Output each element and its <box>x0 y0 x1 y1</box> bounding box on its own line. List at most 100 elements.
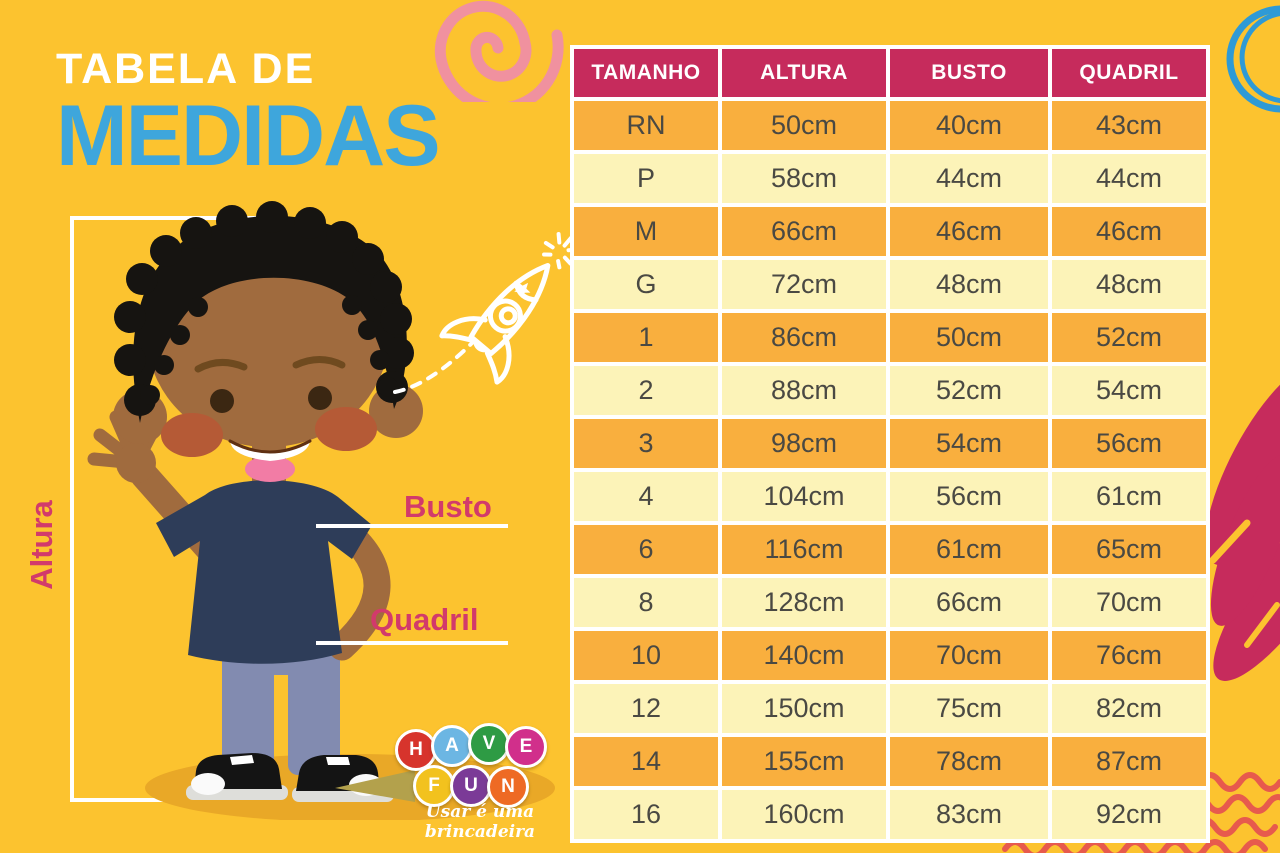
measurement-cell: 92cm <box>1052 790 1206 839</box>
size-cell: G <box>574 260 718 309</box>
blue-scribble-icon <box>1226 5 1280 113</box>
table-row: RN 50cm 40cm 43cm <box>574 101 1206 150</box>
sneaker-left <box>186 753 288 800</box>
measurement-cell: 50cm <box>722 101 886 150</box>
column-header: BUSTO <box>890 49 1048 97</box>
table-row: M 66cm 46cm 46cm <box>574 207 1206 256</box>
logo-letter: H <box>395 729 437 771</box>
measurement-cell: 56cm <box>1052 419 1206 468</box>
t-shirt <box>156 480 372 664</box>
measurement-cell: 44cm <box>890 154 1048 203</box>
table-header-row: TAMANHO ALTURA BUSTO QUADRIL <box>574 49 1206 97</box>
measurement-cell: 58cm <box>722 154 886 203</box>
size-cell: 16 <box>574 790 718 839</box>
rocket-trail-icon <box>393 340 475 394</box>
column-header: TAMANHO <box>574 49 718 97</box>
measurement-cell: 46cm <box>1052 207 1206 256</box>
size-cell: 4 <box>574 472 718 521</box>
busto-label: Busto <box>404 489 492 524</box>
measurement-cell: 70cm <box>890 631 1048 680</box>
size-cell: 12 <box>574 684 718 733</box>
measure-bracket-top <box>70 216 256 220</box>
measurement-cell: 46cm <box>890 207 1048 256</box>
size-cell: 8 <box>574 578 718 627</box>
measurement-cell: 61cm <box>1052 472 1206 521</box>
logo-letter: N <box>487 766 529 808</box>
size-cell: P <box>574 154 718 203</box>
size-cell: 1 <box>574 313 718 362</box>
measurement-cell: 52cm <box>1052 313 1206 362</box>
measurement-cell: 83cm <box>890 790 1048 839</box>
sneaker-right <box>292 755 394 802</box>
logo-tagline: Usar é uma brincadeira <box>424 802 536 842</box>
logo-letter: E <box>505 726 547 768</box>
size-cell: 3 <box>574 419 718 468</box>
curly-hair <box>114 201 414 423</box>
table-row: P 58cm 44cm 44cm <box>574 154 1206 203</box>
table-row: 12 150cm 75cm 82cm <box>574 684 1206 733</box>
measurement-cell: 52cm <box>890 366 1048 415</box>
measurement-cell: 104cm <box>722 472 886 521</box>
title-line-1: TABELA DE <box>56 45 316 93</box>
logo-letter: V <box>468 723 510 765</box>
measurement-cell: 78cm <box>890 737 1048 786</box>
measurement-cell: 54cm <box>1052 366 1206 415</box>
waving-hand <box>87 404 227 567</box>
size-cell: 6 <box>574 525 718 574</box>
size-table: TAMANHO ALTURA BUSTO QUADRIL RN 50cm 40cm 43cm… <box>570 45 1210 843</box>
measurement-cell: 72cm <box>722 260 886 309</box>
logo-letter: U <box>450 765 492 807</box>
measurement-cell: 76cm <box>1052 631 1206 680</box>
measurement-cell: 54cm <box>890 419 1048 468</box>
measurement-cell: 50cm <box>890 313 1048 362</box>
table-row: G 72cm 48cm 48cm <box>574 260 1206 309</box>
measurement-cell: 66cm <box>890 578 1048 627</box>
measurement-cell: 43cm <box>1052 101 1206 150</box>
face <box>161 356 377 482</box>
measurement-cell: 88cm <box>722 366 886 415</box>
size-cell: M <box>574 207 718 256</box>
rocket-doodle-icon <box>439 232 579 385</box>
altura-label: Altura <box>24 500 59 590</box>
column-header: ALTURA <box>722 49 886 97</box>
measurement-cell: 56cm <box>890 472 1048 521</box>
measurement-cell: 75cm <box>890 684 1048 733</box>
measurement-cell: 87cm <box>1052 737 1206 786</box>
column-header: QUADRIL <box>1052 49 1206 97</box>
quadril-label: Quadril <box>370 602 479 637</box>
table-row: 10 140cm 70cm 76cm <box>574 631 1206 680</box>
measurement-cell: 66cm <box>722 207 886 256</box>
logo-letter: A <box>431 725 473 767</box>
measurement-cell: 160cm <box>722 790 886 839</box>
size-cell: RN <box>574 101 718 150</box>
measurement-cell: 98cm <box>722 419 886 468</box>
table-row: 14 155cm 78cm 87cm <box>574 737 1206 786</box>
measurement-cell: 48cm <box>1052 260 1206 309</box>
measurement-cell: 155cm <box>722 737 886 786</box>
logo-letter: F <box>413 765 455 807</box>
table-row: 8 128cm 66cm 70cm <box>574 578 1206 627</box>
table-row: 16 160cm 83cm 92cm <box>574 790 1206 839</box>
measurement-cell: 116cm <box>722 525 886 574</box>
measurement-cell: 140cm <box>722 631 886 680</box>
measurement-cell: 44cm <box>1052 154 1206 203</box>
busto-line <box>316 524 508 528</box>
measurement-cell: 40cm <box>890 101 1048 150</box>
quadril-line <box>316 641 508 645</box>
measurement-cell: 150cm <box>722 684 886 733</box>
table-row: 6 116cm 61cm 65cm <box>574 525 1206 574</box>
measurement-cell: 65cm <box>1052 525 1206 574</box>
measurement-cell: 86cm <box>722 313 886 362</box>
size-cell: 2 <box>574 366 718 415</box>
boy-illustration <box>87 201 555 820</box>
title-line-2: MEDIDAS <box>56 88 441 184</box>
table-row: 2 88cm 52cm 54cm <box>574 366 1206 415</box>
measure-bracket-vertical <box>70 216 74 802</box>
measure-bracket-bottom <box>70 798 256 802</box>
size-cell: 14 <box>574 737 718 786</box>
measurement-cell: 128cm <box>722 578 886 627</box>
page-title: TABELA DE MEDIDAS <box>56 45 441 184</box>
measurement-cell: 82cm <box>1052 684 1206 733</box>
